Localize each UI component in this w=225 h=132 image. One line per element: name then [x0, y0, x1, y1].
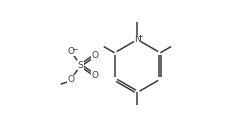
- Text: S: S: [77, 61, 83, 70]
- Text: O: O: [91, 71, 98, 80]
- Text: +: +: [137, 34, 142, 39]
- Text: O: O: [67, 75, 74, 84]
- Text: O: O: [67, 47, 74, 56]
- Text: N: N: [133, 35, 140, 44]
- Text: −: −: [71, 45, 77, 54]
- Text: O: O: [91, 51, 98, 60]
